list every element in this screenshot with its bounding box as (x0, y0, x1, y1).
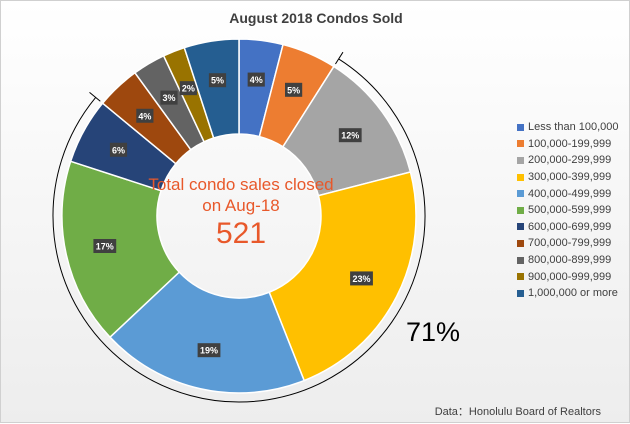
slice-10 (183, 38, 240, 139)
legend-swatch (517, 256, 524, 264)
legend-label: 300,000-399,999 (528, 171, 612, 184)
legend-item: 800,000-899,999 (517, 252, 619, 269)
legend-item: 100,000-199,999 (517, 136, 619, 153)
legend-label: 200,000-299,999 (528, 154, 612, 167)
slice-4 (108, 271, 306, 394)
svg-text:17%: 17% (96, 241, 114, 251)
slice-5 (61, 160, 181, 339)
legend-item: 700,000-799,999 (517, 235, 619, 252)
range-bracket (52, 58, 426, 403)
center-total: 521 (215, 217, 267, 250)
legend-swatch (517, 273, 524, 281)
legend-label: 100,000-199,999 (528, 137, 612, 150)
svg-text:4%: 4% (138, 111, 151, 121)
slice-label-1: 5% (285, 82, 303, 97)
legend-item: 600,000-699,999 (517, 219, 619, 236)
slice-3 (268, 171, 417, 382)
legend-item: 500,000-599,999 (517, 202, 619, 219)
legend-swatch (517, 223, 524, 231)
legend-label: 800,000-899,999 (528, 254, 612, 267)
svg-text:5%: 5% (211, 76, 224, 86)
legend-swatch (517, 289, 524, 297)
slice-label-9: 2% (179, 81, 197, 96)
legend: Less than 100,000 100,000-199,999 200,000-… (517, 119, 619, 302)
chart-title: August 2018 Condos Sold (229, 10, 403, 26)
svg-text:12%: 12% (341, 131, 359, 141)
svg-text:3%: 3% (162, 93, 175, 103)
legend-label: 1,000,000 or more (528, 287, 618, 300)
slice-label-6: 6% (109, 142, 128, 157)
svg-text:2%: 2% (182, 84, 195, 94)
range-bracket-tick-1 (89, 91, 101, 102)
legend-swatch (517, 239, 524, 247)
legend-swatch (517, 156, 524, 164)
slice-label-2: 12% (338, 128, 362, 143)
legend-swatch (517, 140, 524, 148)
legend-item: Less than 100,000 (517, 119, 619, 136)
svg-text:4%: 4% (250, 75, 263, 85)
slice-label-7: 4% (136, 108, 154, 123)
source-note: Data：Honolulu Board of Realtors (434, 406, 601, 418)
legend-item: 300,000-399,999 (517, 169, 619, 186)
svg-text:23%: 23% (353, 274, 371, 284)
legend-label: 400,000-499,999 (528, 187, 612, 200)
legend-item: 900,000-999,999 (517, 268, 619, 285)
legend-label: 600,000-699,999 (528, 220, 612, 233)
center-caption: Total condo sales closed on Aug-18 (148, 175, 334, 215)
legend-swatch (517, 206, 524, 214)
legend-label: 500,000-599,999 (528, 204, 612, 217)
legend-swatch (517, 123, 524, 131)
legend-label: 900,000-999,999 (528, 270, 612, 283)
slice-label-4: 19% (197, 343, 221, 358)
slice-label-3: 23% (350, 271, 373, 286)
legend-label: 700,000-799,999 (528, 237, 612, 250)
legend-swatch (517, 190, 524, 198)
share-callout: 71% (406, 317, 461, 347)
legend-item: 400,000-499,999 (517, 185, 619, 202)
slice-label-10: 5% (208, 73, 227, 88)
svg-text:19%: 19% (200, 346, 218, 356)
slice-label-0: 4% (247, 72, 265, 87)
range-bracket-tick-0 (335, 51, 344, 65)
legend-item: 1,000,000 or more (517, 285, 619, 302)
svg-text:5%: 5% (287, 85, 300, 95)
legend-item: 200,000-299,999 (517, 152, 619, 169)
legend-swatch (517, 173, 524, 181)
slice-label-5: 17% (93, 238, 117, 253)
svg-text:6%: 6% (112, 145, 125, 155)
legend-label: Less than 100,000 (528, 121, 619, 134)
slice-label-8: 3% (160, 90, 178, 105)
